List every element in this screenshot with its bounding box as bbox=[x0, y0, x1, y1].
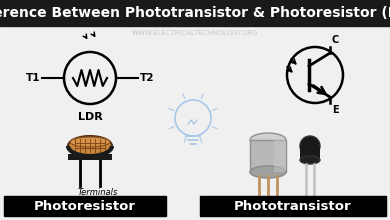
Ellipse shape bbox=[70, 137, 110, 147]
Text: C: C bbox=[332, 35, 339, 45]
Text: Phototransistor: Phototransistor bbox=[234, 200, 352, 213]
Text: Terminals
Electrodes: Terminals Electrodes bbox=[76, 188, 120, 207]
Bar bbox=[68, 154, 112, 160]
Text: T1: T1 bbox=[25, 73, 40, 83]
Ellipse shape bbox=[68, 136, 112, 156]
Bar bbox=[4, 196, 166, 216]
Ellipse shape bbox=[300, 156, 320, 164]
Bar bbox=[274, 140, 286, 172]
Ellipse shape bbox=[250, 166, 286, 178]
Text: WWW.ELECTRICALTECHNOLOGY.ORG: WWW.ELECTRICALTECHNOLOGY.ORG bbox=[132, 30, 258, 36]
Text: Photoresistor: Photoresistor bbox=[34, 200, 136, 213]
Bar bbox=[300, 146, 320, 160]
Bar bbox=[200, 196, 386, 216]
Text: LDR: LDR bbox=[78, 112, 102, 122]
Bar bbox=[0, 0, 390, 26]
Text: Difference Between Phototransistor & Photoresistor (LDR): Difference Between Phototransistor & Pho… bbox=[0, 6, 390, 20]
Bar bbox=[250, 140, 286, 172]
Ellipse shape bbox=[250, 133, 286, 147]
Text: E: E bbox=[332, 105, 339, 115]
Text: T2: T2 bbox=[140, 73, 154, 83]
Ellipse shape bbox=[300, 136, 320, 156]
